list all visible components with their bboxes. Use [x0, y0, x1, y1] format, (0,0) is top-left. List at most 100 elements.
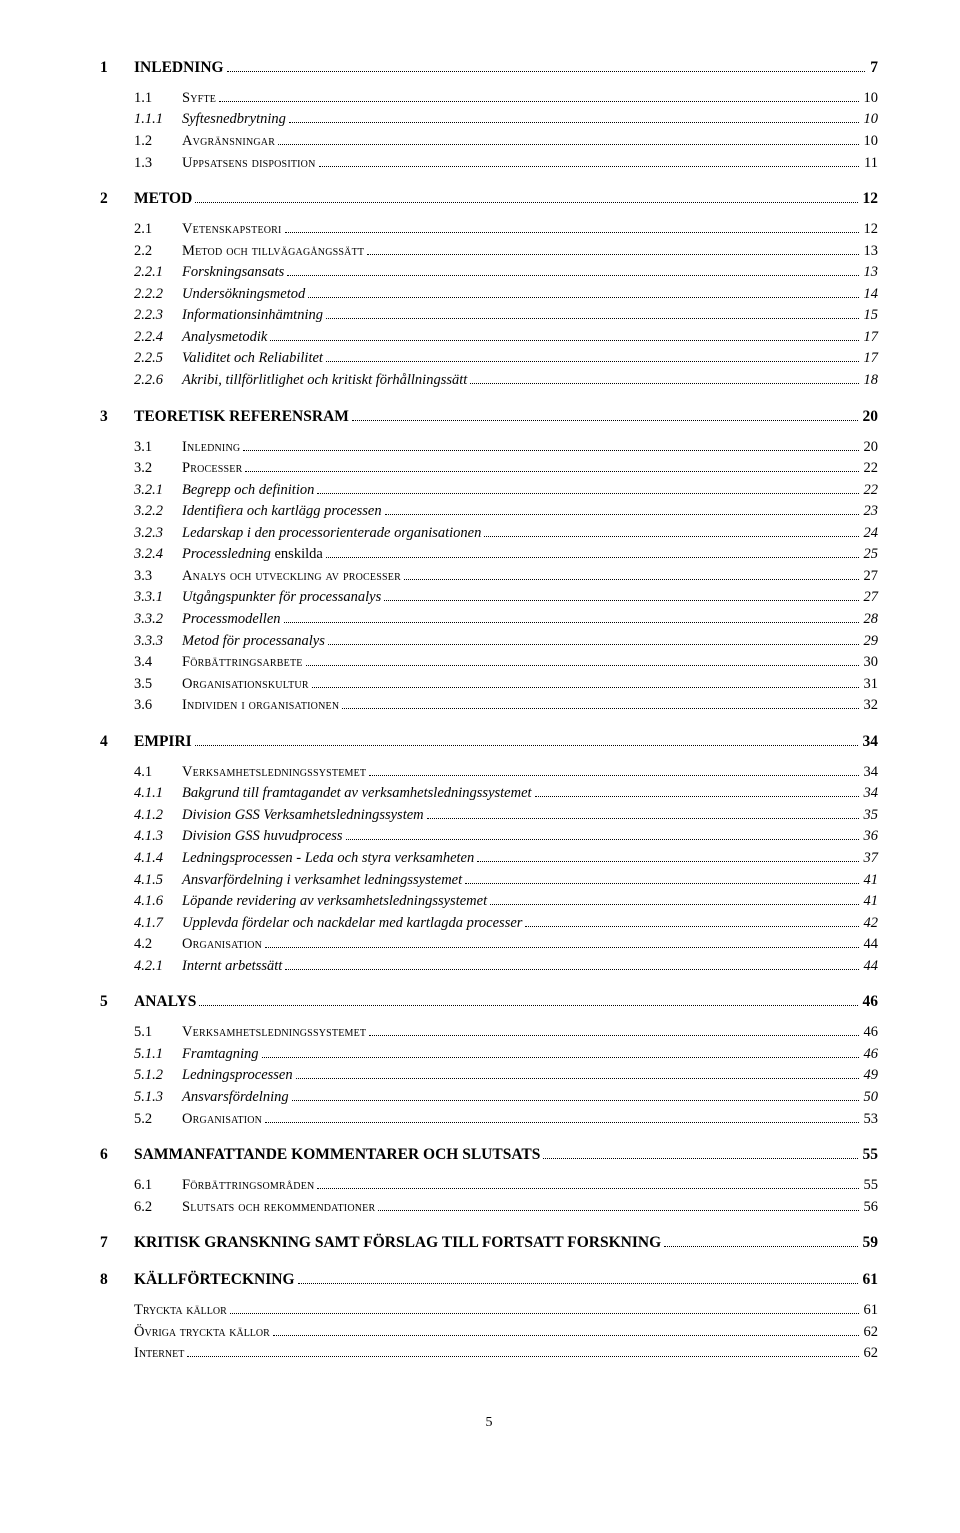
toc-leader-dots [490, 904, 858, 905]
toc-entry-label: ANALYS [134, 992, 196, 1013]
toc-leader-dots [306, 665, 859, 666]
toc-entry: 3.4Förbättringsarbete30 [134, 653, 878, 673]
toc-leader-dots [535, 796, 859, 797]
toc-leader-dots [262, 1057, 859, 1058]
toc-leader-dots [378, 1210, 858, 1211]
toc-entry-number: 2.2.1 [134, 263, 182, 283]
toc-entry-page: 56 [862, 1198, 879, 1218]
toc-entry-number: 4.1 [134, 763, 182, 783]
toc-entry: Tryckta källor61 [134, 1301, 878, 1321]
toc-entry: 3.2.1Begrepp och definition22 [134, 481, 878, 501]
toc-leader-dots [195, 745, 858, 746]
toc-entry-number: 4.1.3 [134, 827, 182, 847]
toc-entry: 1INLEDNING7 [100, 58, 878, 79]
toc-entry: 6SAMMANFATTANDE KOMMENTARER OCH SLUTSATS… [100, 1145, 878, 1166]
toc-entry-page: 15 [862, 306, 879, 326]
toc-entry-number: 2.2.6 [134, 371, 182, 391]
toc-leader-dots [384, 600, 858, 601]
toc-entry: 4.1.2Division GSS Verksamhetsledningssys… [134, 806, 878, 826]
toc-entry: 5.1.1Framtagning46 [134, 1045, 878, 1065]
toc-entry-label: Akribi, tillförlitlighet och kritiskt fö… [182, 371, 467, 391]
toc-entry-number: 5.2 [134, 1110, 182, 1130]
toc-entry: 2.2Metod och tillvägagångssätt 13 [134, 242, 878, 262]
toc-entry-number: 6.1 [134, 1176, 182, 1196]
toc-entry: 4.1.1Bakgrund till framtagandet av verks… [134, 784, 878, 804]
toc-entry-number: 3.1 [134, 438, 182, 458]
toc-entry-number: 2.2.4 [134, 328, 182, 348]
toc-entry-page: 35 [862, 806, 879, 826]
toc-entry-label: EMPIRI [134, 732, 192, 753]
toc-entry-number: 4.1.4 [134, 849, 182, 869]
toc-entry-label: Analysmetodik [182, 328, 267, 348]
toc-entry: 3.6Individen i organisationen32 [134, 696, 878, 716]
toc-entry: 1.1.1Syftesnedbrytning10 [134, 110, 878, 130]
toc-leader-dots [278, 144, 858, 145]
toc-entry: 4.2.1Internt arbetssätt44 [134, 957, 878, 977]
toc-entry-label: Processer [182, 459, 242, 479]
toc-entry-page: 50 [862, 1088, 879, 1108]
toc-entry: 3.1Inledning20 [134, 438, 878, 458]
toc-entry-number: 3.3.1 [134, 588, 182, 608]
toc-entry: 5.1.3Ansvarsfördelning50 [134, 1088, 878, 1108]
toc-entry-page: 22 [862, 459, 879, 479]
toc-entry-page: 32 [862, 696, 879, 716]
toc-entry-page: 13 [862, 242, 879, 262]
toc-entry-page: 10 [862, 89, 879, 109]
toc-leader-dots [352, 420, 858, 421]
toc-entry: 4.1Verksamhetsledningssystemet34 [134, 763, 878, 783]
toc-entry-label: Division GSS huvudprocess [182, 827, 343, 847]
toc-entry: 1.1Syfte10 [134, 89, 878, 109]
toc-entry: 3.3.3Metod för processanalys29 [134, 632, 878, 652]
toc-entry: 6.2Slutsats och rekommendationer56 [134, 1198, 878, 1218]
toc-entry-page: 42 [862, 914, 879, 934]
toc-entry-page: 41 [862, 871, 879, 891]
toc-leader-dots [484, 536, 858, 537]
toc-leader-dots [265, 1122, 858, 1123]
toc-leader-dots [245, 471, 858, 472]
page-number: 5 [100, 1414, 878, 1433]
toc-entry-label: Undersökningsmetod [182, 285, 305, 305]
toc-entry-page: 34 [862, 763, 879, 783]
toc-entry-number: 3.2.1 [134, 481, 182, 501]
toc-entry-page: 28 [862, 610, 879, 630]
toc-entry-label: Bakgrund till framtagandet av verksamhet… [182, 784, 532, 804]
toc-entry-page: 31 [862, 675, 879, 695]
toc-entry-label: Övriga tryckta källor [134, 1323, 270, 1343]
toc-entry-label: Syfte [182, 89, 216, 109]
toc-entry: 4.1.3Division GSS huvudprocess36 [134, 827, 878, 847]
toc-entry-page: 22 [862, 481, 879, 501]
toc-leader-dots [326, 318, 859, 319]
toc-entry-number: 5.1 [134, 1023, 182, 1043]
toc-leader-dots [525, 926, 858, 927]
toc-leader-dots [308, 297, 858, 298]
toc-entry-number: 1 [100, 58, 134, 79]
toc-entry-page: 18 [862, 371, 879, 391]
toc-entry: 1.3Uppsatsens disposition11 [134, 154, 878, 174]
toc-entry-label: Avgränsningar [182, 132, 275, 152]
toc-leader-dots [273, 1335, 859, 1336]
toc-entry-page: 30 [862, 653, 879, 673]
toc-entry-number: 3.2.2 [134, 502, 182, 522]
toc-entry-number: 2.2 [134, 242, 182, 262]
toc-entry-label: Slutsats och rekommendationer [182, 1198, 375, 1218]
toc-entry-label: Individen i organisationen [182, 696, 339, 716]
toc-entry: 5.1.2Ledningsprocessen49 [134, 1066, 878, 1086]
toc-entry-number: 3.2.4 [134, 545, 182, 565]
toc-entry-label: Analys och utveckling av processer [182, 567, 401, 587]
toc-leader-dots [477, 861, 858, 862]
toc-entry-page: 34 [862, 784, 879, 804]
toc-leader-dots [243, 450, 858, 451]
toc-entry-label: Validitet och Reliabilitet [182, 349, 323, 369]
toc-entry-number: 2 [100, 189, 134, 210]
toc-leader-dots [227, 71, 866, 72]
toc-entry-label: Ansvarsfördelning [182, 1088, 289, 1108]
toc-leader-dots [326, 557, 859, 558]
toc-leader-dots [367, 254, 858, 255]
toc-leader-dots [369, 1035, 858, 1036]
toc-entry-label: Metod och tillvägagångssätt [182, 242, 364, 262]
toc-entry-label: Processledning enskilda [182, 545, 323, 565]
toc-entry: 1.2Avgränsningar10 [134, 132, 878, 152]
toc-entry-page: 55 [861, 1145, 879, 1166]
toc-entry-number: 2.1 [134, 220, 182, 240]
toc-entry: 3.2Processer22 [134, 459, 878, 479]
